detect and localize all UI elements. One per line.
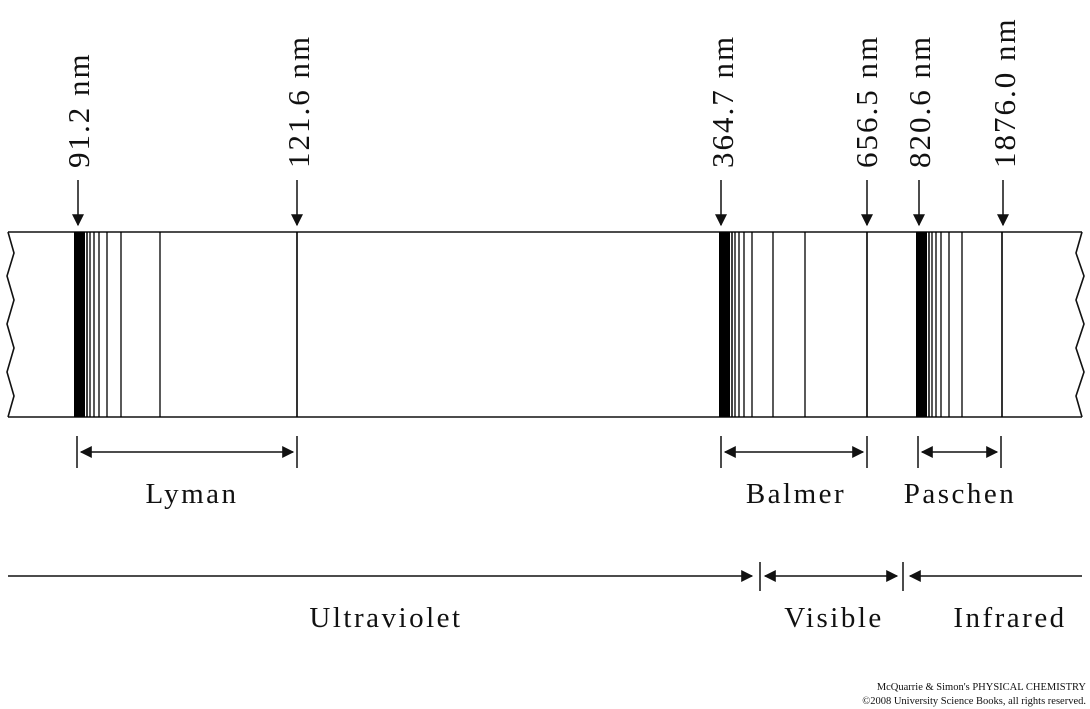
lyman-limit-band xyxy=(74,232,85,417)
paschen-limit-band xyxy=(916,232,927,417)
strip-right-break xyxy=(1076,232,1084,417)
credit-line-2: ©2008 University Science Books, all righ… xyxy=(862,696,1086,707)
wavelength-label-656-5: 656.5 nm xyxy=(849,35,884,168)
strip-left-break xyxy=(7,232,14,417)
spectral-lines xyxy=(74,232,1002,417)
series-brackets xyxy=(77,436,1001,468)
wavelength-label-1876-0: 1876.0 nm xyxy=(987,17,1022,168)
region-arrows xyxy=(8,562,1082,591)
wavelength-label-820-6: 820.6 nm xyxy=(902,35,937,168)
wavelength-label-121-6: 121.6 nm xyxy=(281,35,316,168)
wavelength-label-364-7: 364.7 nm xyxy=(705,35,740,168)
region-label-ultraviolet: Ultraviolet xyxy=(309,602,462,634)
region-label-infrared: Infrared xyxy=(953,602,1066,634)
balmer-bracket xyxy=(721,436,867,468)
lyman-bracket xyxy=(77,436,297,468)
paschen-bracket xyxy=(918,436,1001,468)
balmer-limit-band xyxy=(719,232,730,417)
series-label-lyman: Lyman xyxy=(145,478,238,510)
region-label-visible: Visible xyxy=(784,602,884,634)
series-label-balmer: Balmer xyxy=(746,478,846,510)
series-label-paschen: Paschen xyxy=(904,478,1017,510)
credit-line-1: McQuarrie & Simon's PHYSICAL CHEMISTRY xyxy=(877,682,1087,693)
pointer-arrows xyxy=(78,180,1003,225)
wavelength-labels: 91.2 nm 121.6 nm 364.7 nm 656.5 nm 820.6… xyxy=(61,17,1022,168)
wavelength-label-91-2: 91.2 nm xyxy=(61,52,96,168)
